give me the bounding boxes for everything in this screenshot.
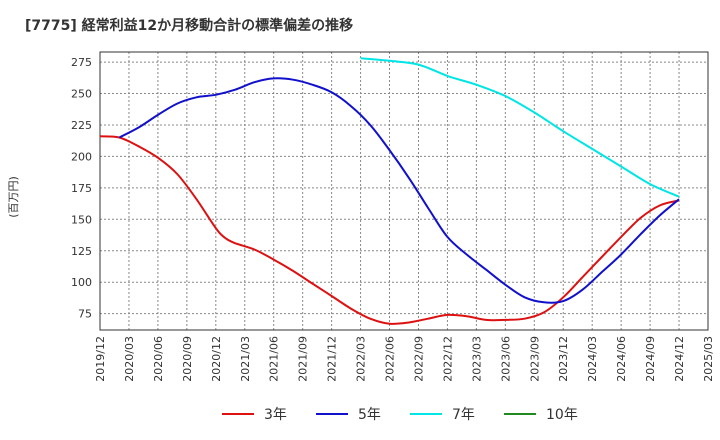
x-tick-label: 2020/09: [181, 336, 194, 382]
x-tick-label: 2021/09: [297, 336, 310, 382]
x-tick-label: 2023/12: [557, 336, 570, 382]
series-lines: [99, 57, 680, 325]
x-tick-label: 2023/09: [528, 336, 541, 382]
x-tick-label: 2021/03: [239, 336, 252, 382]
y-tick-label: 225: [71, 119, 92, 132]
chart-title: [7775] 経常利益12か月移動合計の標準偏差の推移: [25, 17, 353, 34]
y-tick-label: 150: [71, 213, 92, 226]
x-tick-label: 2025/03: [702, 336, 715, 382]
x-tick-label: 2023/06: [499, 336, 512, 382]
series-line: [360, 57, 680, 198]
x-tick-label: 2020/12: [210, 336, 223, 382]
x-tick-label: 2022/06: [384, 336, 397, 382]
legend-label: 7年: [452, 407, 475, 423]
series-line: [118, 77, 680, 304]
y-tick-label: 250: [71, 88, 92, 101]
y-axis-ticks: 75 100 125 150 175 200 225 250 275: [71, 56, 92, 321]
y-tick-label: 125: [71, 245, 92, 258]
x-tick-label: 2021/12: [326, 336, 339, 382]
x-tick-label: 2022/09: [412, 336, 425, 382]
x-tick-label: 2020/06: [152, 336, 165, 382]
grid-lines: [99, 52, 709, 330]
x-tick-label: 2021/06: [268, 336, 281, 382]
y-tick-label: 75: [78, 308, 92, 321]
x-tick-label: 2024/09: [644, 336, 657, 382]
legend-label: 5年: [358, 407, 381, 423]
legend-label: 10年: [546, 407, 578, 423]
x-tick-label: 2023/03: [470, 336, 483, 382]
x-tick-label: 2022/12: [441, 336, 454, 382]
y-tick-label: 200: [71, 150, 92, 163]
plot-area: [99, 51, 709, 331]
series-line: [99, 135, 680, 325]
x-tick-label: 2019/12: [94, 336, 107, 382]
x-axis-ticks: 2019/12 2020/03 2020/06 2020/09 2020/12 2021/…: [94, 336, 715, 382]
legend: 3年 5年 7年 10年: [222, 407, 578, 423]
legend-label: 3年: [264, 407, 287, 423]
x-tick-label: 2024/06: [615, 336, 628, 382]
y-tick-label: 100: [71, 276, 92, 289]
y-axis-label: (百万円): [7, 176, 20, 218]
x-tick-label: 2020/03: [123, 336, 136, 382]
x-tick-label: 2024/12: [673, 336, 686, 382]
y-tick-label: 175: [71, 182, 92, 195]
y-tick-label: 275: [71, 56, 92, 69]
x-tick-label: 2022/03: [355, 336, 368, 382]
x-tick-label: 2024/03: [586, 336, 599, 382]
